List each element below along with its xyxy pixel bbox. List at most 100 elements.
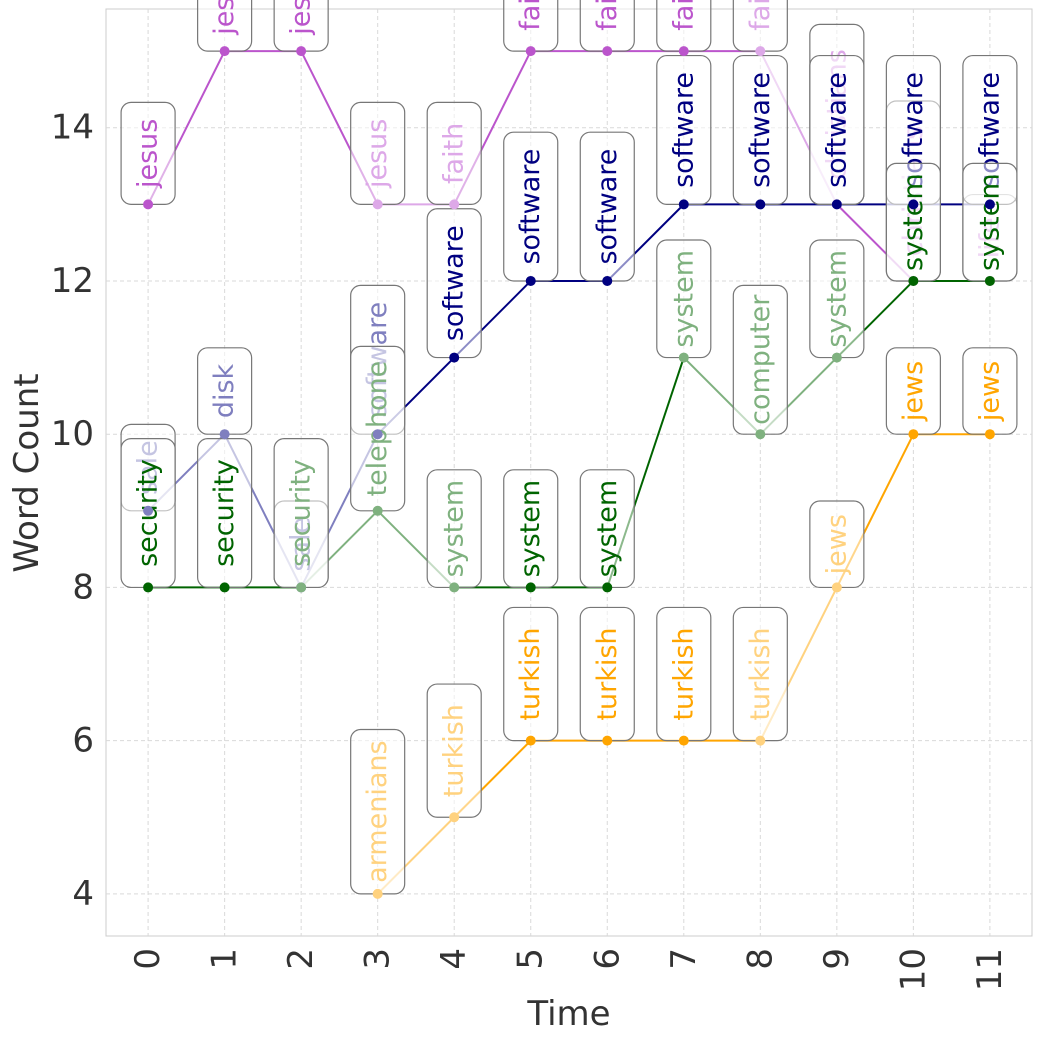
topic-purple-word-label: jesus [209, 0, 240, 36]
topic-orange-word-label: turkish [439, 704, 470, 797]
topic-navy-word-label: disk [209, 363, 240, 418]
y-tick-label: 8 [72, 567, 94, 607]
topic-navy-point [831, 199, 842, 210]
topic-green-point [219, 582, 230, 593]
topic-green-point [372, 505, 383, 516]
x-tick-label: 2 [281, 948, 321, 970]
x-tick-label: 9 [817, 948, 857, 970]
topic-green-word-label: computer [745, 294, 776, 425]
topic-purple-word-label: faith [515, 0, 546, 31]
topic-green-word-label: system [515, 480, 546, 578]
y-tick-label: 6 [72, 721, 94, 761]
topic-orange-point [372, 888, 383, 899]
plot-background [105, 8, 1033, 937]
y-tick-label: 12 [51, 261, 94, 301]
topic-orange-point [678, 735, 689, 746]
y-tick-label: 14 [51, 108, 94, 148]
topic-orange-word-label: armenians [362, 740, 393, 882]
topic-green-word-label: system [898, 173, 929, 271]
topic-green-word-label: security [286, 459, 317, 567]
topic-navy-word-label: software [821, 72, 852, 188]
topic-navy-point [372, 429, 383, 440]
topic-green-point [755, 429, 766, 440]
topic-green-word-label: system [439, 480, 470, 578]
topic-orange-word-label: turkish [592, 627, 623, 720]
topic-navy-point [908, 199, 919, 210]
topic-green-word-label: system [592, 480, 623, 578]
topic-orange-point [449, 812, 460, 823]
topic-navy-word-label: software [592, 149, 623, 265]
x-axis-title: Time [526, 994, 610, 1034]
topic-purple-point [449, 199, 460, 210]
topic-navy-word-label: software [668, 72, 699, 188]
topic-orange-word-label: jews [821, 514, 852, 575]
topic-purple-point [755, 46, 766, 57]
topic-orange-point [831, 582, 842, 593]
topic-navy-point [449, 352, 460, 363]
topic-purple-word-label: faith [439, 123, 470, 184]
x-tick-label: 3 [358, 948, 398, 970]
topic-orange-word-label: turkish [745, 627, 776, 720]
topic-purple-point [602, 46, 613, 57]
topic-orange-word-label: jews [974, 361, 1005, 422]
topic-green-point [984, 275, 995, 286]
topic-purple-point [525, 46, 536, 57]
topic-navy-point [984, 199, 995, 210]
topic-purple-word-label: jesus [133, 119, 164, 189]
topic-green-word-label: system [821, 250, 852, 348]
topic-navy-word-label: software [745, 72, 776, 188]
topic-purple-point [678, 46, 689, 57]
topic-purple-word-label: faith [745, 0, 776, 31]
topic-orange-word-label: jews [898, 361, 929, 422]
x-tick-label: 7 [664, 948, 704, 970]
topic-navy-point [678, 199, 689, 210]
topic-purple-point [143, 199, 154, 210]
topic-green-point [602, 582, 613, 593]
topic-navy-word-label: software [439, 225, 470, 341]
topic-purple-word-label: faith [668, 0, 699, 31]
topic-orange-word-label: turkish [668, 627, 699, 720]
topic-navy-point [525, 275, 536, 286]
x-tick-label: 0 [128, 948, 168, 970]
topic-orange-point [525, 735, 536, 746]
x-tick-label: 5 [511, 948, 551, 970]
x-tick-label: 4 [434, 948, 474, 970]
x-tick-label: 8 [740, 948, 780, 970]
topic-green-point [678, 352, 689, 363]
topic-green-word-label: telephone [362, 361, 393, 497]
x-tick-label: 11 [970, 948, 1010, 991]
topic-purple-word-label: jesus [286, 0, 317, 36]
topic-green-point [525, 582, 536, 593]
topic-navy-point [219, 429, 230, 440]
x-tick-label: 6 [587, 948, 627, 970]
topic-navy-point [602, 275, 613, 286]
topic-green-word-label: system [974, 173, 1005, 271]
topic-purple-point [296, 46, 307, 57]
topic-orange-word-label: turkish [515, 627, 546, 720]
y-tick-label: 4 [72, 874, 94, 914]
topic-purple-point [372, 199, 383, 210]
topic-purple-point [219, 46, 230, 57]
topic-green-word-label: security [209, 459, 240, 567]
x-tick-labels: 0 1 2 3 4 5 6 7 8 9 10 11 [128, 948, 1010, 991]
topic-navy-word-label: software [515, 149, 546, 265]
y-tick-labels: 4 6 8 10 12 14 [51, 108, 94, 914]
x-tick-label: 10 [893, 948, 933, 991]
topic-orange-point [908, 429, 919, 440]
topic-navy-point [143, 505, 154, 516]
topic-orange-point [602, 735, 613, 746]
x-tick-label: 1 [205, 948, 245, 970]
topic-green-point [143, 582, 154, 593]
topic-orange-point [755, 735, 766, 746]
series-points [143, 46, 995, 899]
topic-green-point [449, 582, 460, 593]
topic-green-point [831, 352, 842, 363]
y-axis-title: Word Count [7, 373, 47, 572]
topic-green-point [296, 582, 307, 593]
topic-purple-word-label: jesus [362, 119, 393, 189]
topic-green-word-label: system [668, 250, 699, 348]
topic-navy-point [755, 199, 766, 210]
y-tick-label: 10 [51, 414, 94, 454]
topic-green-point [908, 275, 919, 286]
